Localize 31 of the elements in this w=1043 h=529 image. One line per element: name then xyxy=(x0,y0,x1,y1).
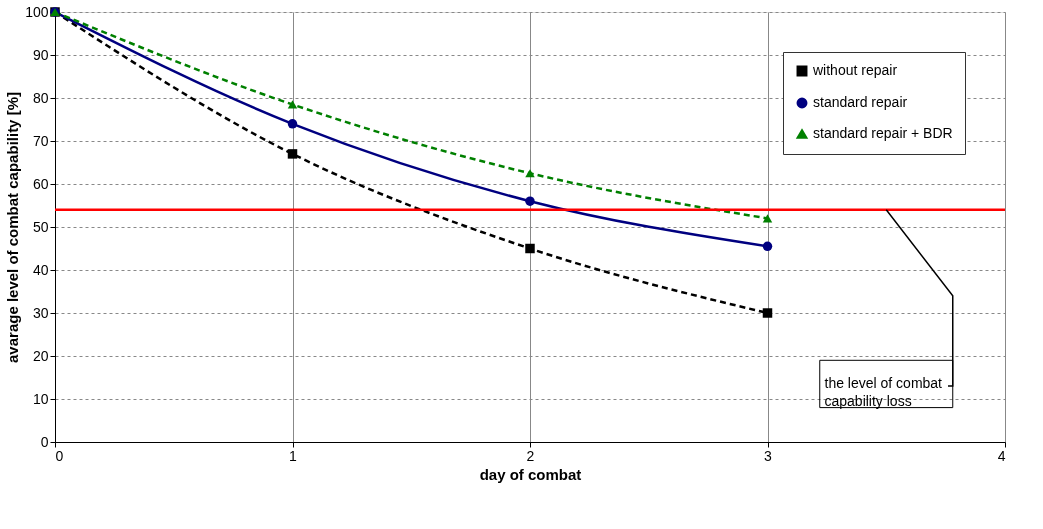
x-tick-label: 3 xyxy=(764,447,773,464)
y-tick-label: 100 xyxy=(25,3,49,20)
y-tick-label: 40 xyxy=(32,261,49,278)
legend-label: without repair xyxy=(812,62,898,78)
point xyxy=(525,196,535,206)
y-axis-title: avarage level of combat capability [%] xyxy=(4,92,22,363)
point xyxy=(525,243,535,254)
annotation: the level of combat capability loss xyxy=(824,374,943,409)
y-tick-label: 20 xyxy=(32,347,49,364)
x-tick-label: 0 xyxy=(55,447,64,464)
point xyxy=(525,169,535,178)
y-tick-label: 10 xyxy=(32,390,49,407)
y-tick-label: 90 xyxy=(32,46,49,63)
point xyxy=(762,214,773,223)
point xyxy=(762,308,773,318)
point xyxy=(287,149,298,159)
point xyxy=(762,241,773,252)
legend-label: standard repair + BDR xyxy=(813,125,953,141)
x-tick-label: 2 xyxy=(526,447,535,464)
y-tick-label: 60 xyxy=(32,175,49,192)
legend-label: standard repair xyxy=(813,94,908,110)
y-tick-label: 70 xyxy=(32,132,49,149)
y-tick-label: 0 xyxy=(40,433,49,450)
point xyxy=(287,100,298,109)
y-tick-label: 30 xyxy=(32,304,49,321)
x-axis-title: day of combat xyxy=(479,465,582,483)
y-tick-label: 50 xyxy=(32,218,49,235)
y-tick-label: 80 xyxy=(32,89,49,106)
x-tick-label: 4 xyxy=(997,447,1006,464)
point xyxy=(287,119,298,129)
x-tick-label: 1 xyxy=(289,447,298,464)
